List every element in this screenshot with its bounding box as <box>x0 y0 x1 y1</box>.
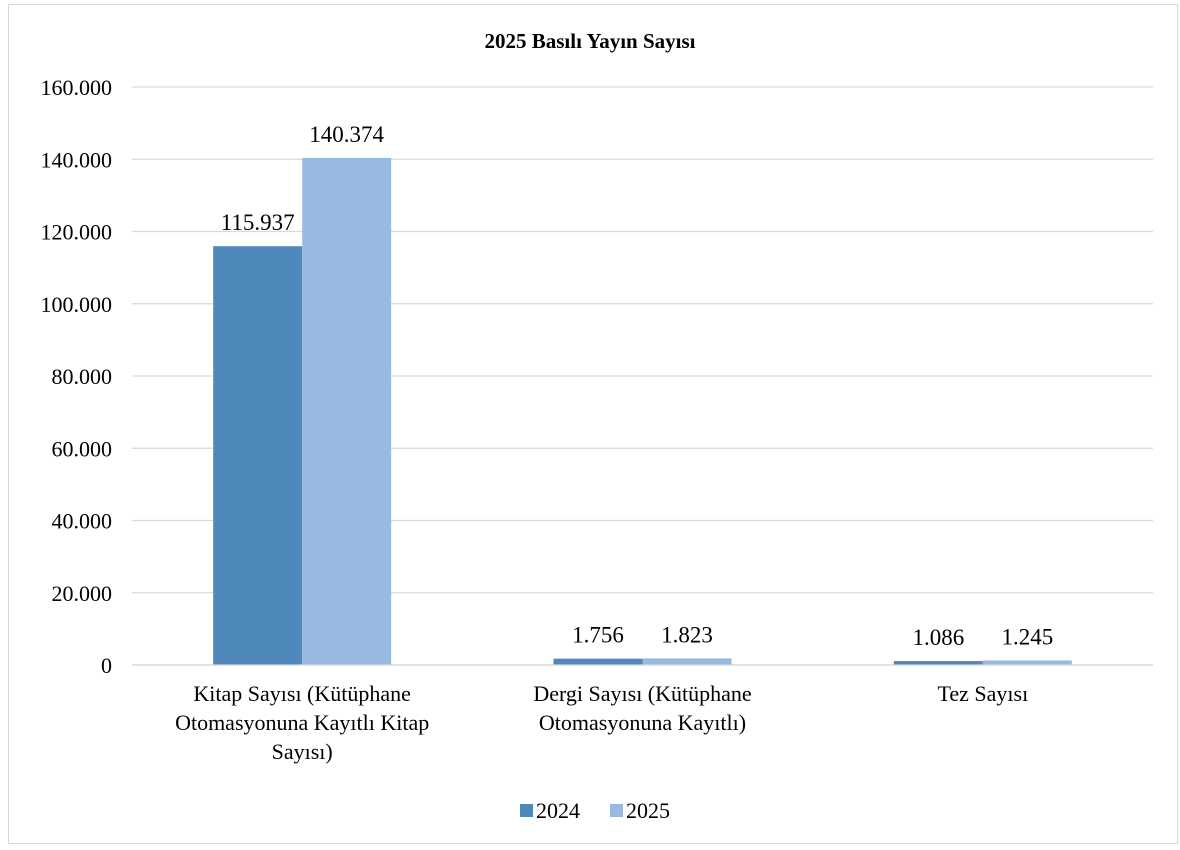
y-tick-label: 0 <box>101 653 112 678</box>
y-tick-label: 60.000 <box>52 436 113 461</box>
x-tick-label: Dergi Sayısı (Kütüphane <box>533 681 751 706</box>
x-tick-label: Kitap Sayısı (Kütüphane <box>193 681 411 706</box>
bar <box>982 660 1072 665</box>
bar <box>302 157 392 665</box>
y-tick-label: 120.000 <box>41 220 113 245</box>
y-tick-label: 100.000 <box>41 292 113 317</box>
legend-label: 2024 <box>536 798 580 823</box>
data-labels: 115.937 140.374 1.756 1.823 1.086 1.245 <box>221 122 1053 650</box>
legend-label: 2025 <box>626 798 670 823</box>
x-tick-label: Otomasyonuna Kayıtlı) <box>539 710 746 735</box>
bar <box>893 661 983 665</box>
data-label: 1.756 <box>572 623 624 648</box>
legend-swatch <box>520 804 533 817</box>
x-tick-label: Otomasyonuna Kayıtlı Kitap <box>175 710 429 735</box>
chart-title: 2025 Basılı Yayın Sayısı <box>484 29 695 53</box>
legend: 2024 2025 <box>520 798 670 823</box>
y-tick-label: 20.000 <box>52 581 113 606</box>
data-label: 1.086 <box>912 625 964 650</box>
data-label: 1.245 <box>1001 625 1053 650</box>
y-tick-label: 160.000 <box>41 75 113 100</box>
y-tick-label: 140.000 <box>41 147 113 172</box>
data-label: 115.937 <box>221 210 295 235</box>
bar <box>213 246 303 665</box>
x-tick-label: Sayısı) <box>272 739 333 764</box>
bar <box>553 658 643 665</box>
chart-frame <box>8 4 1178 844</box>
x-axis: Kitap Sayısı (Kütüphane Otomasyonuna Kayı… <box>132 664 1153 764</box>
y-axis: 0 20.000 40.000 60.000 80.000 100.000 120.000 1… <box>41 75 113 678</box>
x-tick-label: Tez Sayısı <box>937 681 1028 706</box>
legend-swatch <box>610 804 623 817</box>
y-tick-label: 80.000 <box>52 364 113 389</box>
bars <box>213 157 1072 665</box>
y-tick-label: 40.000 <box>52 509 113 534</box>
bar <box>642 658 732 665</box>
data-label: 140.374 <box>309 122 384 147</box>
data-label: 1.823 <box>661 622 713 647</box>
